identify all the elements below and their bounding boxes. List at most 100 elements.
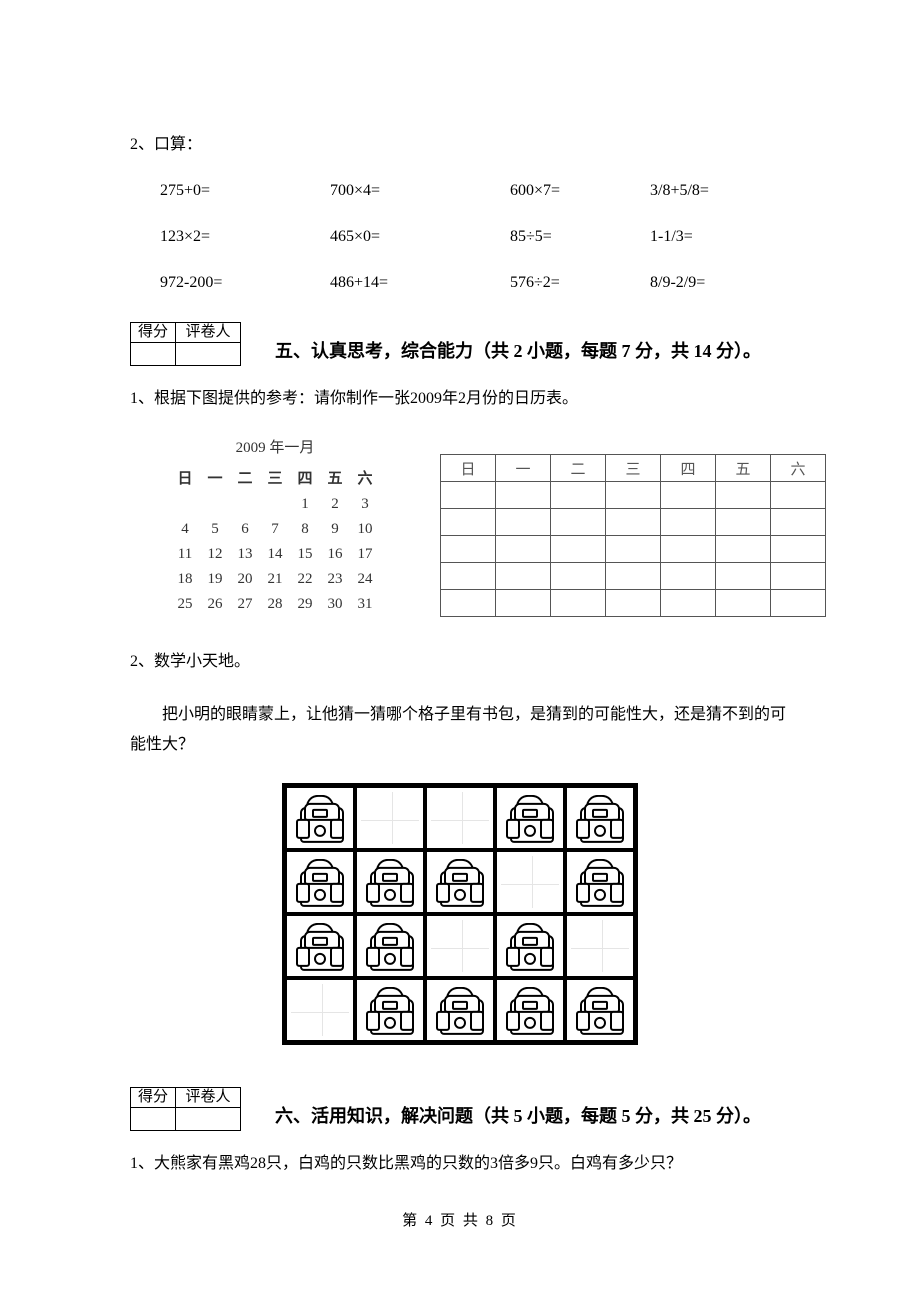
blank-day xyxy=(771,563,826,590)
cabinet-cell-empty xyxy=(425,914,495,978)
jan-day: 10 xyxy=(350,517,380,542)
schoolbag-icon xyxy=(296,796,344,840)
score-box: 得分 评卷人 xyxy=(130,1087,241,1131)
weekday: 五 xyxy=(320,463,350,492)
grader-header: 评卷人 xyxy=(176,323,241,343)
blank-day xyxy=(441,590,496,617)
calc-cell: 465×0= xyxy=(330,228,510,246)
mental-math-grid: 275+0= 700×4= 600×7= 3/8+5/8= 123×2= 465… xyxy=(160,182,860,292)
calc-row: 123×2= 465×0= 85÷5= 1-1/3= xyxy=(160,228,860,246)
jan-day: 23 xyxy=(320,567,350,592)
schoolbag-icon xyxy=(296,924,344,968)
weekday: 六 xyxy=(771,455,826,482)
cabinet-cell-bag xyxy=(355,850,425,914)
jan-day xyxy=(230,492,260,517)
jan-day: 4 xyxy=(170,517,200,542)
weekday: 一 xyxy=(200,463,230,492)
cabinet-row xyxy=(285,850,635,914)
blank-day xyxy=(661,590,716,617)
calc-cell: 85÷5= xyxy=(510,228,650,246)
calc-cell: 1-1/3= xyxy=(650,228,790,246)
jan-day xyxy=(260,492,290,517)
weekday: 六 xyxy=(350,463,380,492)
blank-day xyxy=(606,563,661,590)
jan-day: 11 xyxy=(170,542,200,567)
jan-day: 24 xyxy=(350,567,380,592)
weekday: 五 xyxy=(716,455,771,482)
grader-cell xyxy=(176,1107,241,1130)
jan-day: 15 xyxy=(290,542,320,567)
schoolbag-icon xyxy=(296,860,344,904)
blank-day xyxy=(551,536,606,563)
jan-day: 6 xyxy=(230,517,260,542)
jan-day: 31 xyxy=(350,592,380,617)
calc-cell: 3/8+5/8= xyxy=(650,182,790,200)
blank-day xyxy=(606,482,661,509)
jan-day: 1 xyxy=(290,492,320,517)
blank-day xyxy=(661,509,716,536)
schoolbag-icon xyxy=(436,988,484,1032)
jan-day: 20 xyxy=(230,567,260,592)
blank-day xyxy=(496,563,551,590)
section-5-title: 五、认真思考，综合能力（共 2 小题，每题 7 分，共 14 分）。 xyxy=(275,337,761,366)
weekday: 二 xyxy=(230,463,260,492)
blank-day xyxy=(771,590,826,617)
jan-day: 30 xyxy=(320,592,350,617)
cabinet-cell-bag xyxy=(425,850,495,914)
jan-day xyxy=(170,492,200,517)
blank-day xyxy=(716,536,771,563)
blank-day xyxy=(771,482,826,509)
schoolbag-icon xyxy=(366,988,414,1032)
blank-day xyxy=(496,509,551,536)
cabinet-cell-bag xyxy=(425,978,495,1042)
blank-day xyxy=(716,563,771,590)
blank-calendar: 日 一 二 三 四 五 六 xyxy=(440,454,826,617)
calc-cell: 576÷2= xyxy=(510,274,650,292)
schoolbag-icon xyxy=(506,924,554,968)
blank-day xyxy=(716,590,771,617)
cabinet-cell-bag xyxy=(565,850,635,914)
schoolbag-icon xyxy=(506,988,554,1032)
jan-day: 7 xyxy=(260,517,290,542)
section-5-header: 得分 评卷人 五、认真思考，综合能力（共 2 小题，每题 7 分，共 14 分）… xyxy=(60,322,860,366)
cabinet-figure xyxy=(60,783,860,1047)
weekday: 一 xyxy=(496,455,551,482)
jan-day: 13 xyxy=(230,542,260,567)
cabinet-cell-bag xyxy=(565,978,635,1042)
page: 2、口算： 275+0= 700×4= 600×7= 3/8+5/8= 123×… xyxy=(0,0,920,1270)
blank-day xyxy=(551,590,606,617)
blank-day xyxy=(441,482,496,509)
cabinet-cell-bag xyxy=(355,978,425,1042)
blank-day xyxy=(606,536,661,563)
calc-cell: 123×2= xyxy=(160,228,330,246)
score-header: 得分 xyxy=(131,323,176,343)
jan-day: 28 xyxy=(260,592,290,617)
schoolbag-icon xyxy=(576,860,624,904)
cabinet-cell-empty xyxy=(425,786,495,850)
cabinet-cell-bag xyxy=(285,850,355,914)
schoolbag-icon xyxy=(366,860,414,904)
cabinet-row xyxy=(285,786,635,850)
score-box: 得分 评卷人 xyxy=(130,322,241,366)
blank-day xyxy=(496,482,551,509)
blank-day xyxy=(661,536,716,563)
schoolbag-icon xyxy=(436,860,484,904)
jan-day: 29 xyxy=(290,592,320,617)
jan-day: 3 xyxy=(350,492,380,517)
calc-cell: 275+0= xyxy=(160,182,330,200)
section-5-q2-text: 把小明的眼睛蒙上，让他猜一猜哪个格子里有书包，是猜到的可能性大，还是猜不到的可能… xyxy=(130,700,790,761)
blank-day xyxy=(441,509,496,536)
weekday: 四 xyxy=(290,463,320,492)
schoolbag-icon xyxy=(366,924,414,968)
grader-header: 评卷人 xyxy=(176,1087,241,1107)
section-5-q2-label: 2、数学小天地。 xyxy=(130,647,790,677)
cabinet-cell-empty xyxy=(355,786,425,850)
cabinet-cell-bag xyxy=(355,914,425,978)
cabinet-cell-empty xyxy=(495,850,565,914)
blank-day xyxy=(771,509,826,536)
cabinet-cell-bag xyxy=(495,786,565,850)
schoolbag-icon xyxy=(576,988,624,1032)
jan-day: 21 xyxy=(260,567,290,592)
section-6-title: 六、活用知识，解决问题（共 5 小题，每题 5 分，共 25 分）。 xyxy=(275,1102,761,1131)
jan-day: 8 xyxy=(290,517,320,542)
